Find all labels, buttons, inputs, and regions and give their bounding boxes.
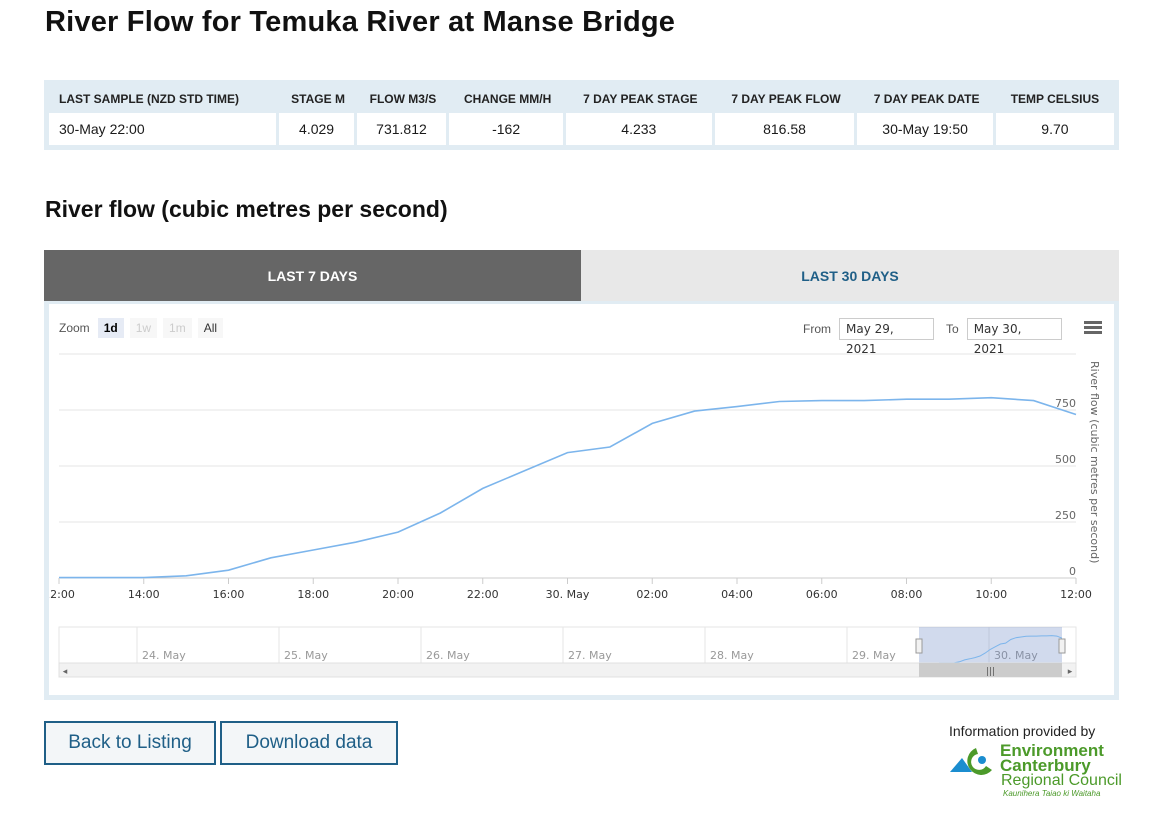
navigator-series-line: [939, 635, 1063, 664]
x-tick-label: 08:00: [891, 588, 923, 601]
from-date-input[interactable]: May 29, 2021: [839, 318, 934, 356]
zoom-bar: Zoom 1d 1w 1m All: [59, 318, 229, 338]
navigator-label: 25. May: [284, 649, 328, 662]
x-tick-label: 04:00: [721, 588, 753, 601]
zoom-all-button[interactable]: All: [197, 318, 224, 338]
scroll-right-arrow-icon: ▸: [1068, 667, 1073, 677]
header-peak-stage: 7 DAY PEAK STAGE: [583, 92, 698, 106]
y-tick-label: 250: [1055, 509, 1076, 522]
navigator-label: 28. May: [710, 649, 754, 662]
summary-header-row: LAST SAMPLE (NZD STD TIME) STAGE M FLOW …: [49, 85, 1114, 113]
range-to: To May 30, 2021: [946, 318, 1062, 356]
logo-line-4: Kaunihera Taiao ki Waitaha: [1003, 789, 1101, 798]
chart-container: Zoom 1d 1w 1m All From May 29, 2021 To M…: [44, 301, 1119, 700]
from-label: From: [803, 322, 831, 336]
navigator-scrollbar-thumb: [919, 663, 1062, 677]
x-tick-label: 20:00: [382, 588, 414, 601]
value-peak-stage: 4.233: [565, 113, 715, 145]
scrollbar-grip-icon: |||: [986, 667, 995, 677]
y-axis-title: River flow (cubic metres per second): [1088, 361, 1101, 563]
summary-table: LAST SAMPLE (NZD STD TIME) STAGE M FLOW …: [44, 80, 1119, 150]
value-peak-flow: 816.58: [714, 113, 858, 145]
scroll-left-arrow-icon: ◂: [63, 667, 68, 677]
navigator-label: 24. May: [142, 649, 186, 662]
value-temp: 9.70: [995, 113, 1114, 145]
summary-value-row: 30-May 22:00 4.029 731.812 -162 4.233 81…: [49, 113, 1114, 145]
header-change: CHANGE MM/H: [463, 92, 552, 106]
x-tick-label: 12:00: [1060, 588, 1092, 601]
to-label: To: [946, 322, 959, 336]
navigator-area: [58, 626, 1077, 664]
download-data-button[interactable]: Download data: [220, 721, 398, 765]
navigator-scrollbar: [58, 662, 1077, 678]
header-stage: STAGE M: [291, 92, 345, 106]
environment-canterbury-logo: Environment Canterbury Regional Council …: [948, 740, 1123, 802]
x-tick-label: 16:00: [213, 588, 245, 601]
x-tick-label: 22:00: [467, 588, 499, 601]
zoom-1m-button[interactable]: 1m: [163, 318, 192, 338]
value-peak-date: 30-May 19:50: [857, 113, 996, 145]
value-change: -162: [449, 113, 566, 145]
header-flow: FLOW M3/S: [369, 92, 437, 106]
y-tick-label: 750: [1055, 397, 1076, 410]
chart-menu-icon[interactable]: [1084, 321, 1102, 335]
tab-last-7-days[interactable]: LAST 7 DAYS: [44, 250, 581, 301]
section-title: River flow (cubic metres per second): [45, 196, 448, 222]
ecan-emblem-icon: [950, 748, 992, 775]
x-tick-label: 12:00: [49, 588, 75, 601]
to-date-input[interactable]: May 30, 2021: [966, 318, 1062, 356]
tab-last-30-days[interactable]: LAST 30 DAYS: [581, 250, 1119, 301]
info-provided-text: Information provided by: [949, 723, 1096, 739]
x-tick-label: 02:00: [636, 588, 668, 601]
navigator-label: 29. May: [852, 649, 896, 662]
navigator-label: 26. May: [426, 649, 470, 662]
x-tick-label: 10:00: [975, 588, 1007, 601]
navigator-handle: [1058, 638, 1066, 654]
value-flow: 731.812: [356, 113, 450, 145]
header-peak-flow: 7 DAY PEAK FLOW: [731, 92, 841, 106]
navigator-selection: [919, 627, 1062, 663]
navigator-handle: [915, 638, 923, 654]
zoom-1w-button[interactable]: 1w: [129, 318, 158, 338]
y-tick-label: 0: [1069, 565, 1076, 578]
flow-series-line: [59, 396, 1077, 579]
header-last-sample: LAST SAMPLE (NZD STD TIME): [59, 92, 239, 106]
header-temp: TEMP CELSIUS: [1010, 92, 1100, 106]
x-tick-label: 06:00: [806, 588, 838, 601]
period-tabs: LAST 7 DAYS LAST 30 DAYS: [44, 250, 1119, 301]
value-last-sample: 30-May 22:00: [49, 113, 280, 145]
logo-line-2: Canterbury: [1000, 756, 1091, 775]
value-stage: 4.029: [279, 113, 357, 145]
navigator-label: 30. May: [994, 649, 1038, 662]
river-flow-chart: 12:00 14:00 16:00 18:00 20:00 22:00 30. May 02:…: [49, 353, 1101, 678]
x-tick-label: 30. May: [546, 588, 590, 601]
logo-line-1: Environment: [1000, 741, 1104, 760]
x-tick-label: 14:00: [128, 588, 160, 601]
zoom-1d-button[interactable]: 1d: [97, 318, 124, 338]
navigator-label: 27. May: [568, 649, 612, 662]
logo-line-3: Regional Council: [1001, 772, 1122, 789]
page-title: River Flow for Temuka River at Manse Bri…: [45, 6, 676, 38]
header-peak-date: 7 DAY PEAK DATE: [873, 92, 980, 106]
y-tick-label: 500: [1055, 453, 1076, 466]
zoom-label: Zoom: [59, 321, 90, 335]
back-to-listing-button[interactable]: Back to Listing: [44, 721, 216, 765]
range-from: From May 29, 2021: [803, 318, 934, 356]
x-tick-label: 18:00: [297, 588, 329, 601]
